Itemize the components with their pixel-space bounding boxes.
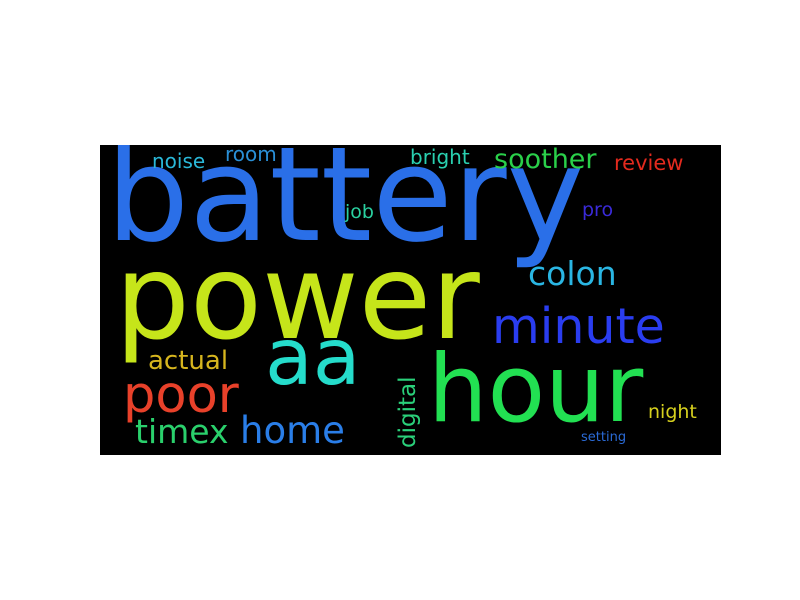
word-pro: pro <box>582 199 614 221</box>
word-night: night <box>648 401 697 423</box>
word-setting: setting <box>581 430 627 445</box>
word-minute: minute <box>492 298 665 355</box>
word-digital: digital <box>395 376 421 448</box>
word-timex: timex <box>135 412 229 451</box>
word-job: job <box>345 201 374 223</box>
word-noise: noise <box>152 149 206 173</box>
word-poor: poor <box>123 366 239 425</box>
word-power: power <box>115 228 480 366</box>
word-home: home <box>240 409 345 452</box>
word-aa: aa <box>265 313 361 403</box>
word-actual: actual <box>148 346 229 376</box>
word-room: room <box>225 145 277 166</box>
word-soother: soother <box>494 145 597 175</box>
word-review: review <box>614 151 684 175</box>
word-battery: battery <box>106 145 585 271</box>
word-cloud: battery power hour aa minute poor home c… <box>100 145 721 455</box>
word-hour: hour <box>428 335 644 444</box>
word-bright: bright <box>410 145 470 169</box>
word-colon: colon <box>528 254 617 293</box>
